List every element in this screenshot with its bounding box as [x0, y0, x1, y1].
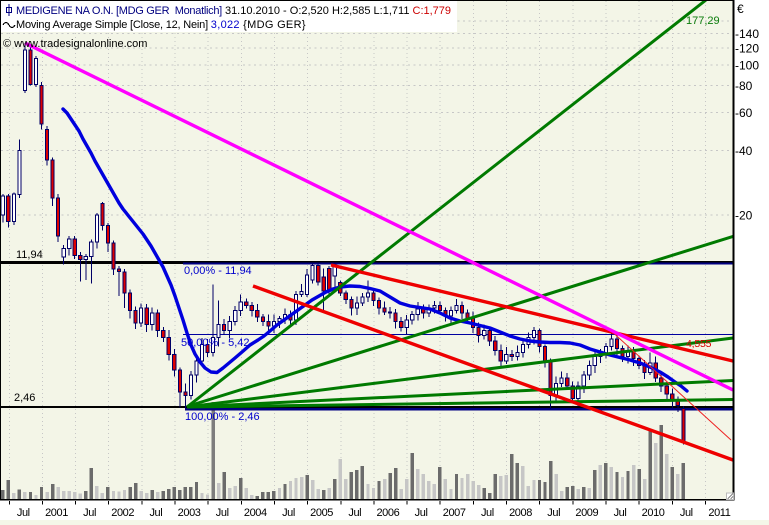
svg-text:-100: -100 — [735, 58, 759, 72]
svg-text:-80: -80 — [735, 79, 753, 93]
svg-text:2005: 2005 — [310, 507, 333, 519]
svg-text:-120: -120 — [735, 41, 759, 55]
svg-text:Jul: Jul — [680, 507, 693, 519]
svg-text:4,555: 4,555 — [686, 338, 712, 350]
svg-text:Jul: Jul — [547, 507, 560, 519]
svg-text:Jul: Jul — [149, 507, 162, 519]
svg-text:2003: 2003 — [178, 507, 201, 519]
svg-text:Jul: Jul — [348, 507, 361, 519]
svg-text:2010: 2010 — [642, 507, 665, 519]
svg-text:Jul: Jul — [83, 507, 96, 519]
svg-text:177,29: 177,29 — [686, 15, 720, 27]
svg-text:Jul: Jul — [216, 507, 229, 519]
svg-text:2007: 2007 — [443, 507, 466, 519]
svg-text:© www.tradesignalonline.com: © www.tradesignalonline.com — [3, 38, 147, 50]
svg-text:2,46: 2,46 — [14, 392, 35, 404]
svg-text:Jul: Jul — [481, 507, 494, 519]
svg-text:Jul: Jul — [415, 507, 428, 519]
svg-text:-40: -40 — [735, 144, 753, 158]
svg-text:0,00% - 11,94: 0,00% - 11,94 — [184, 265, 252, 277]
svg-text:2011: 2011 — [708, 507, 730, 519]
svg-text:11,94: 11,94 — [16, 249, 43, 261]
svg-text:-20: -20 — [735, 209, 753, 223]
svg-text:50,00% - 5,42: 50,00% - 5,42 — [181, 337, 250, 349]
svg-text:Jul: Jul — [282, 507, 295, 519]
svg-text:MEDIGENE NA O.N. [MDG GER Mon: MEDIGENE NA O.N. [MDG GER Monatlich] 31.… — [16, 5, 451, 17]
svg-text:Jul: Jul — [614, 507, 627, 519]
svg-text:-60: -60 — [735, 106, 753, 120]
svg-text:Jul: Jul — [17, 507, 30, 519]
svg-text:2006: 2006 — [376, 507, 399, 519]
svg-text:2002: 2002 — [111, 507, 134, 519]
svg-text:2004: 2004 — [244, 507, 267, 519]
svg-text:2001: 2001 — [45, 507, 68, 519]
svg-text:€: € — [737, 2, 744, 16]
svg-text:-140: -140 — [735, 27, 759, 41]
svg-text:2008: 2008 — [509, 507, 532, 519]
svg-text:Moving Average Simple [Close,: Moving Average Simple [Close, 12, Nein] … — [16, 19, 306, 31]
svg-text:2009: 2009 — [575, 507, 598, 519]
svg-text:100,00% - 2,46: 100,00% - 2,46 — [185, 411, 260, 423]
